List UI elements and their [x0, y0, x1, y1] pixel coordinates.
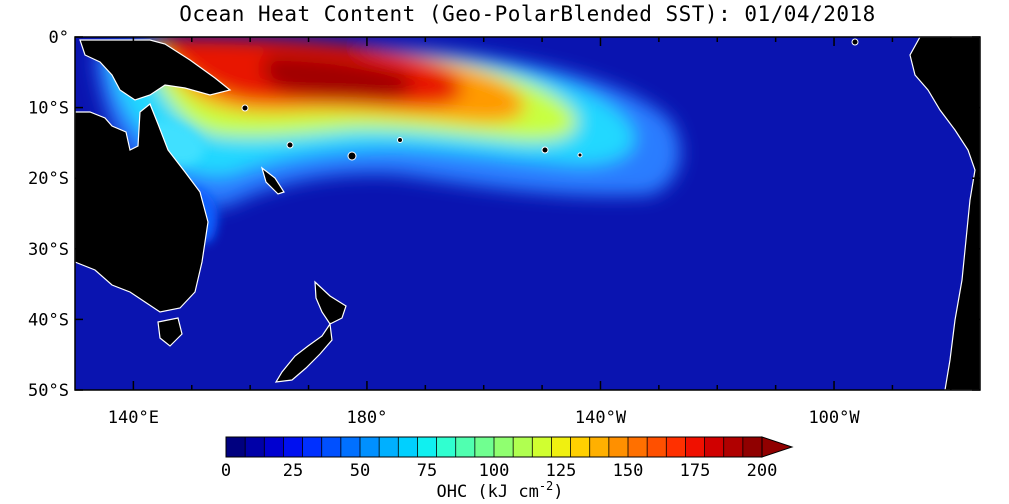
colorbar-tick-label: 150: [613, 461, 644, 481]
colorbar-swatch: [245, 437, 265, 457]
colorbar-swatch: [417, 437, 437, 457]
lat-tick-label: 40°S: [28, 310, 69, 330]
island-tahiti: [541, 146, 549, 154]
colorbar-swatch: [226, 437, 246, 457]
colorbar-swatch: [283, 437, 303, 457]
colorbar-swatch: [474, 437, 495, 457]
lat-tick-label: 30°S: [28, 240, 69, 260]
colorbar-swatch: [704, 437, 725, 457]
land-new-zealand-south: [274, 322, 333, 383]
land-new-guinea: [79, 39, 232, 101]
colorbar-swatch: [436, 437, 457, 457]
colorbar-tick-label: 125: [546, 461, 577, 481]
island-solomon: [241, 104, 249, 112]
longitude-axis: 140°E 180° 140°W 100°W: [108, 37, 952, 428]
colorbar-swatch: [551, 437, 571, 457]
colorbar-swatch: [455, 437, 476, 457]
island-galapagos: [851, 38, 859, 46]
colorbar-tick-labels: 0 25 50 75 100 125 150 175 200: [221, 461, 777, 481]
colorbar: [225, 436, 794, 458]
colorbar-tick-label: 200: [747, 461, 778, 481]
island-fiji: [347, 151, 357, 161]
lat-tick-label: 20°S: [28, 169, 69, 189]
colorbar-swatch: [628, 437, 648, 457]
colorbar-swatch: [379, 437, 399, 457]
colorbar-swatch: [264, 437, 284, 457]
colorbar-tick-label: 25: [283, 461, 303, 481]
colorbar-swatch: [321, 437, 342, 457]
lon-tick-label: 180°: [346, 408, 387, 428]
landmasses: [75, 37, 980, 390]
colorbar-tick-label: 0: [221, 461, 231, 481]
colorbar-label: OHC (kJ cm-2): [436, 479, 563, 502]
island-tuamotu: [577, 152, 583, 158]
colorbar-swatch: [532, 437, 552, 457]
lon-tick-label: 140°W: [575, 408, 627, 428]
plot-frame: [74, 36, 981, 391]
colorbar-swatch: [608, 437, 629, 457]
colorbar-swatch: [723, 437, 744, 457]
ohc-field: [95, 37, 681, 244]
land-tasmania: [157, 317, 183, 347]
colorbar-swatch: [360, 437, 380, 457]
lat-tick-label: 10°S: [28, 99, 69, 119]
island-samoa: [397, 137, 403, 143]
colorbar-swatch: [685, 437, 705, 457]
land-new-zealand-north: [314, 280, 347, 325]
land-south-america: [909, 37, 980, 390]
latitude-axis: 0° 10°S 20°S 30°S 40°S 50°S: [28, 28, 980, 401]
colorbar-swatch: [494, 437, 514, 457]
colorbar-swatch: [398, 437, 418, 457]
colorbar-swatch: [589, 437, 610, 457]
lon-tick-label: 140°E: [108, 408, 159, 428]
lat-tick-label: 50°S: [28, 381, 69, 401]
colorbar-tick-label: 100: [479, 461, 510, 481]
colorbar-swatch: [302, 437, 323, 457]
land-new-caledonia: [260, 166, 285, 195]
colorbar-swatch: [570, 437, 591, 457]
colorbar-tick-label: 175: [680, 461, 711, 481]
island-vanuatu: [286, 141, 294, 149]
colorbar-tick-label: 75: [417, 461, 437, 481]
colorbar-extend-max: [761, 436, 794, 458]
land-australia: [75, 103, 209, 313]
colorbar-tick-label: 50: [350, 461, 370, 481]
colorbar-swatch: [340, 437, 361, 457]
pacific-islands: [241, 38, 859, 161]
colorbar-swatch: [742, 437, 763, 457]
ohc-band-core: [263, 55, 412, 100]
lon-tick-label: 100°W: [808, 408, 860, 428]
chart-title: Ocean Heat Content (Geo-PolarBlended SST…: [179, 2, 876, 26]
colorbar-swatch: [666, 437, 686, 457]
colorbar-swatch: [513, 437, 533, 457]
colorbar-swatch: [647, 437, 667, 457]
lat-tick-label: 0°: [49, 28, 69, 48]
